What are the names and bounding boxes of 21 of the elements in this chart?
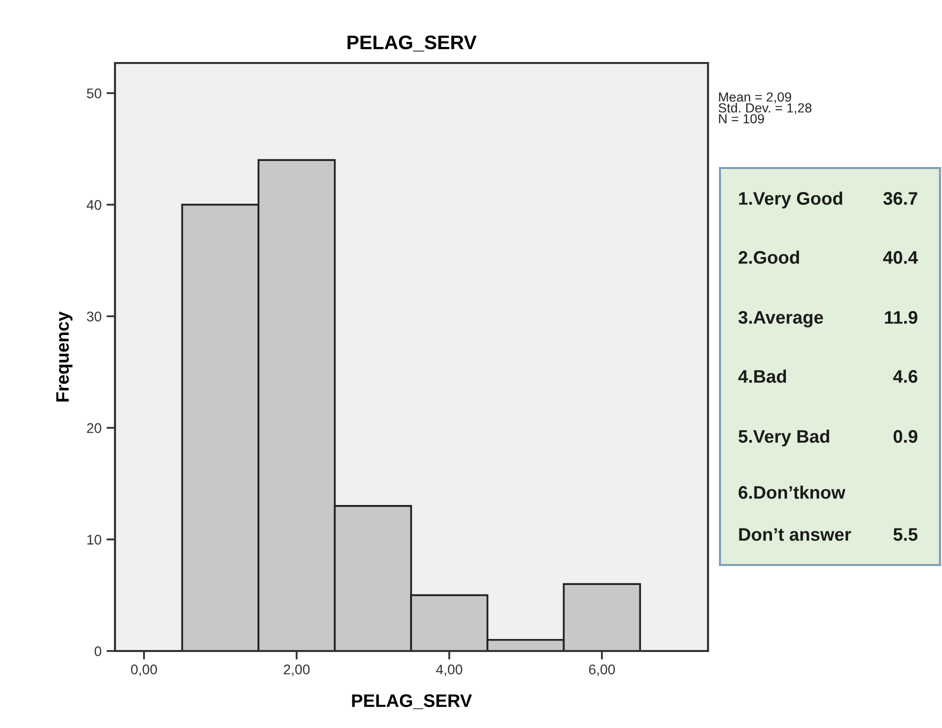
x-tick-label: 0,00 bbox=[131, 664, 157, 676]
x-tick-label: 4,00 bbox=[436, 664, 462, 676]
y-tick-label: 40 bbox=[86, 200, 102, 210]
x-axis-title: PELAG_SERV bbox=[352, 694, 472, 710]
chart-title: PELAG_SERV bbox=[348, 36, 477, 52]
y-tick-label: 20 bbox=[87, 423, 102, 434]
y-tick-label: 30 bbox=[86, 312, 102, 322]
x-tick-label: 2,00 bbox=[284, 664, 310, 676]
text: Mean = 2,09 Std. Dev. = 1,28 N = 109 bbox=[718, 92, 812, 124]
text: 6.Don’tknow bbox=[738, 486, 846, 499]
text: Don’t answer 5.5 bbox=[739, 528, 918, 541]
y-tick-label: 50 bbox=[86, 88, 102, 98]
x-tick-label: 6,00 bbox=[589, 664, 615, 676]
y-tick-label: 10 bbox=[87, 534, 102, 545]
text: 5.Very Bad 0.9 bbox=[738, 430, 918, 446]
text: 1.Very Good 36.7 bbox=[739, 192, 918, 208]
text: 2.Good 40.4 bbox=[738, 250, 918, 264]
y-axis-title: Frequency bbox=[56, 311, 72, 402]
text: 3.Average 11.9 bbox=[738, 310, 918, 328]
text: 4.Bad 4.6 bbox=[738, 370, 918, 383]
y-tick-label: 0 bbox=[94, 646, 102, 656]
